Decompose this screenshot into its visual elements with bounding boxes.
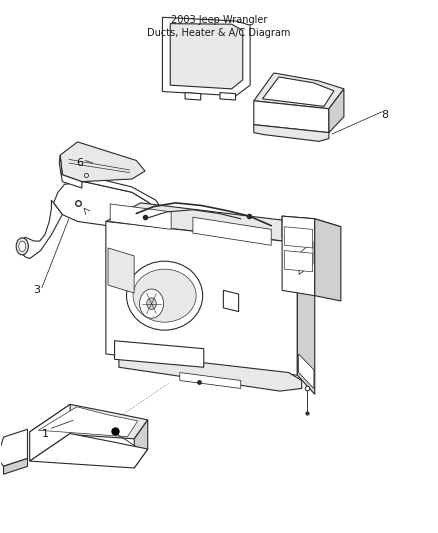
Polygon shape bbox=[60, 142, 145, 182]
Ellipse shape bbox=[147, 298, 156, 310]
Polygon shape bbox=[299, 354, 314, 389]
Text: 1: 1 bbox=[42, 429, 49, 439]
Text: 2003 Jeep Wrangler
Ducts, Heater & A/C Diagram: 2003 Jeep Wrangler Ducts, Heater & A/C D… bbox=[147, 14, 291, 38]
Polygon shape bbox=[297, 224, 315, 394]
Ellipse shape bbox=[19, 241, 26, 252]
Polygon shape bbox=[282, 216, 341, 243]
Text: 6: 6 bbox=[76, 158, 83, 168]
Ellipse shape bbox=[118, 208, 138, 224]
Polygon shape bbox=[162, 17, 250, 96]
Polygon shape bbox=[108, 248, 134, 293]
Polygon shape bbox=[30, 405, 148, 439]
Polygon shape bbox=[134, 420, 148, 468]
Ellipse shape bbox=[133, 269, 196, 322]
Ellipse shape bbox=[16, 238, 28, 255]
Polygon shape bbox=[193, 217, 271, 245]
Polygon shape bbox=[110, 204, 171, 229]
Polygon shape bbox=[39, 407, 138, 437]
Polygon shape bbox=[59, 155, 82, 188]
Polygon shape bbox=[119, 354, 302, 391]
Polygon shape bbox=[254, 73, 344, 109]
Polygon shape bbox=[299, 241, 313, 274]
Ellipse shape bbox=[127, 261, 203, 330]
Text: 3: 3 bbox=[33, 285, 40, 295]
Polygon shape bbox=[30, 405, 70, 461]
Polygon shape bbox=[185, 93, 201, 100]
Polygon shape bbox=[53, 182, 158, 227]
Polygon shape bbox=[106, 221, 297, 375]
Polygon shape bbox=[329, 89, 344, 133]
Polygon shape bbox=[254, 101, 329, 133]
Polygon shape bbox=[284, 251, 313, 272]
Polygon shape bbox=[115, 341, 204, 367]
Polygon shape bbox=[19, 200, 62, 259]
Polygon shape bbox=[180, 373, 241, 389]
Ellipse shape bbox=[140, 289, 163, 318]
Polygon shape bbox=[254, 125, 329, 141]
Polygon shape bbox=[30, 433, 148, 468]
Polygon shape bbox=[315, 219, 341, 301]
Polygon shape bbox=[223, 290, 239, 312]
Polygon shape bbox=[170, 23, 243, 89]
Polygon shape bbox=[262, 77, 334, 107]
Text: 8: 8 bbox=[381, 110, 388, 120]
Polygon shape bbox=[106, 203, 315, 243]
Polygon shape bbox=[282, 216, 315, 296]
Polygon shape bbox=[284, 227, 313, 248]
Polygon shape bbox=[4, 458, 28, 474]
Polygon shape bbox=[78, 177, 165, 237]
Polygon shape bbox=[220, 93, 236, 100]
Polygon shape bbox=[0, 429, 28, 466]
